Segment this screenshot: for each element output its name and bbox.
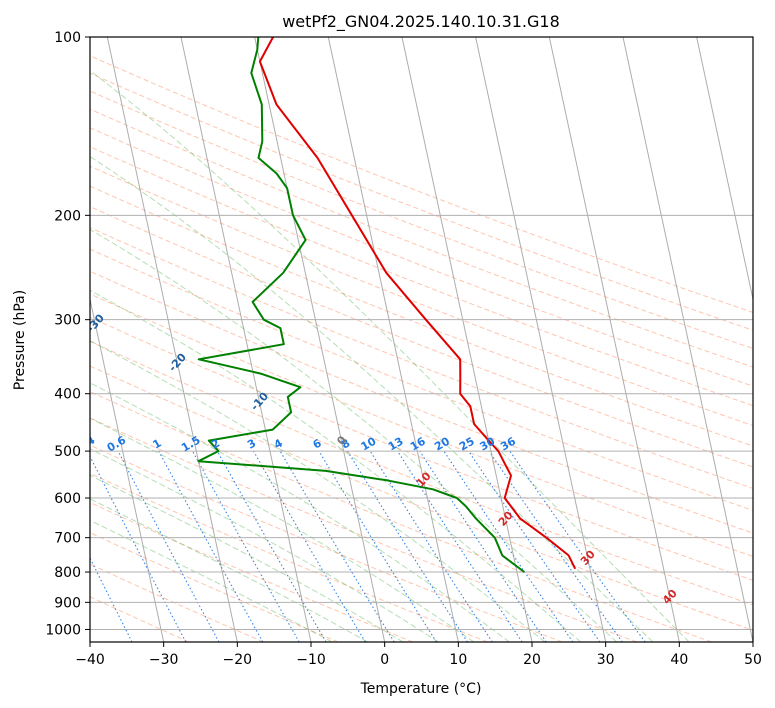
isotherm-line (90, 296, 165, 642)
x-tick-label: 0 (380, 652, 389, 668)
x-tick-label: −40 (75, 652, 105, 668)
dry-adiabat (90, 293, 753, 557)
dry-adiabat (90, 127, 753, 387)
isotherm-line (401, 37, 533, 642)
mixing-ratio-line (318, 450, 437, 642)
y-tick-label: 700 (54, 531, 81, 547)
mixing-ratio-line (192, 450, 300, 642)
dry-adiabat (90, 316, 753, 581)
mixing-ratio-line (117, 450, 220, 642)
isotherm-line (696, 37, 753, 302)
y-axis: 100 200 300 400 500 600 700 800 900 1000 (45, 30, 90, 638)
x-tick-label: −30 (149, 652, 179, 668)
mixing-ratio-line (279, 450, 395, 642)
mixing-ratio-line (347, 450, 468, 642)
background-lines (90, 37, 753, 642)
dry-adiabat (90, 108, 753, 368)
dry-adiabat (90, 417, 638, 642)
plot-frame (89, 36, 754, 643)
mixing-ratio-line (397, 450, 523, 642)
line-labels: 0.10.20.40.611.52346810131620253036-100-… (74, 311, 680, 607)
dry-adiabat (90, 146, 753, 407)
mixing-ratio-line (468, 450, 601, 642)
dry-adiabat (90, 55, 753, 313)
mixing-ratio-line (488, 450, 623, 642)
y-tick-label: 900 (54, 595, 81, 611)
moist-adiabat (90, 228, 618, 642)
x-tick-label: 40 (670, 652, 688, 668)
dry-adiabat (90, 563, 264, 642)
moist-adiabat (90, 519, 333, 642)
x-tick-label: 30 (597, 652, 615, 668)
dry-adiabat (90, 90, 753, 350)
mixing-ratio-label: 0.4 (74, 433, 98, 454)
isotherm-line (180, 37, 312, 642)
x-tick-label: 10 (449, 652, 467, 668)
mixing-ratio-line (90, 455, 187, 642)
y-tick-label: 300 (54, 313, 81, 329)
y-axis-label: Pressure (hPa) (12, 290, 28, 390)
dry-adiabat (90, 444, 563, 642)
dry-adiabat (90, 72, 753, 331)
dry-adiabat (90, 165, 753, 427)
temperature-line (258, 37, 577, 570)
x-axis: −40 −30 −20 −10 0 10 20 30 40 50 (75, 642, 762, 668)
dry-adiabat (90, 391, 712, 642)
y-tick-label: 100 (54, 30, 81, 46)
dry-adiabat (90, 185, 753, 447)
y-tick-label: 500 (54, 444, 81, 460)
dry-adiabat (90, 206, 753, 468)
isotherm-line (327, 37, 459, 642)
y-tick-label: 400 (54, 387, 81, 403)
moist-adiabat (90, 70, 690, 642)
y-tick-label: 200 (54, 208, 81, 224)
dry-adiabat (90, 472, 488, 642)
x-axis-label: Temperature (°C) (360, 681, 482, 697)
dewpoint-line (197, 37, 525, 573)
isotherm-line (254, 37, 386, 642)
dry-adiabat (90, 227, 753, 489)
moist-adiabat (90, 474, 404, 642)
isotherm-line (475, 37, 607, 642)
x-tick-label: 20 (523, 652, 541, 668)
moist-adiabat (90, 417, 475, 642)
isotherm-line (106, 37, 238, 642)
isotherm-line (622, 37, 753, 642)
y-tick-label: 1000 (45, 622, 81, 638)
isotherm-line (548, 37, 680, 642)
moist-adiabat (90, 155, 654, 642)
mixing-ratio-line (443, 450, 574, 642)
moist-adiabat (90, 289, 582, 642)
dry-adiabat (90, 365, 753, 631)
mixing-ratio-line (158, 450, 264, 642)
dry-adiabat (90, 340, 753, 606)
x-tick-label: −20 (223, 652, 253, 668)
chart-title: wetPf2_GN04.2025.140.10.31.G18 (282, 12, 560, 32)
dry-adiabat (90, 248, 753, 512)
x-tick-label: 50 (744, 652, 762, 668)
moist-adiabat (90, 340, 546, 642)
y-tick-label: 600 (54, 491, 81, 507)
series-layer (197, 37, 577, 573)
y-tick-label: 800 (54, 565, 81, 581)
x-tick-label: −10 (296, 652, 326, 668)
